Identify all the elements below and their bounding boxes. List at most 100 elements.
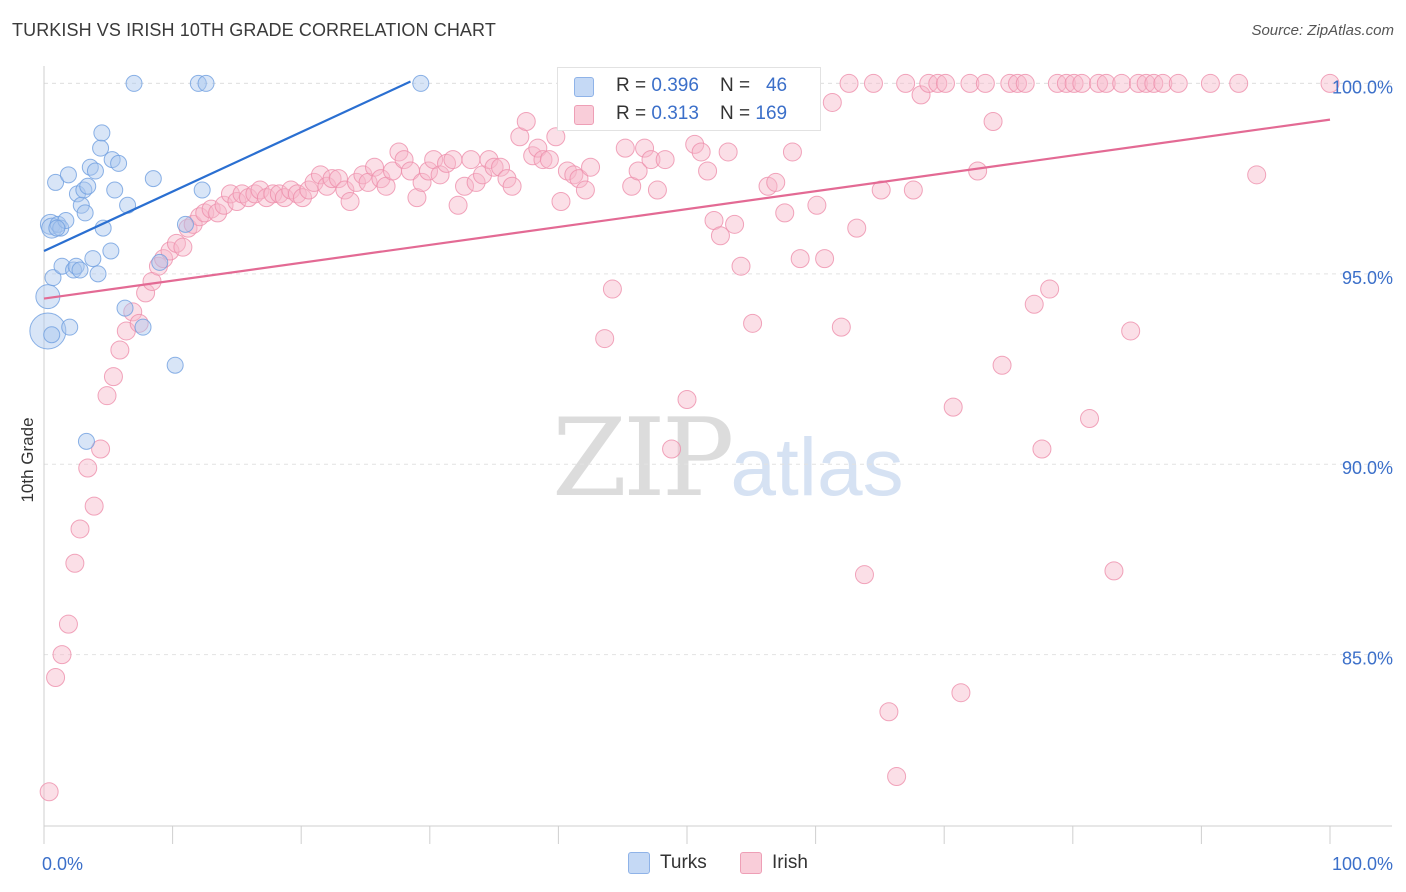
legend-swatch-turks: [628, 852, 650, 874]
irish-point: [863, 73, 883, 93]
irish-point: [103, 367, 123, 387]
irish-point: [287, 184, 307, 204]
irish-point: [725, 214, 745, 234]
irish-point: [615, 138, 635, 158]
irish-point: [190, 207, 210, 227]
irish-point: [1153, 73, 1173, 93]
turks-point: [76, 204, 94, 222]
irish-point: [52, 645, 72, 665]
irish-point: [1024, 294, 1044, 314]
tick-labels: 85.0% 90.0% 95.0% 100.0% 0.0% 100.0%: [42, 77, 1393, 874]
irish-point: [1112, 73, 1132, 93]
irish-point: [710, 226, 730, 246]
irish-point: [461, 150, 481, 170]
irish-point: [1072, 73, 1092, 93]
irish-point: [263, 184, 283, 204]
source-label: Source: ZipAtlas.com: [1251, 22, 1394, 39]
irish-point: [975, 73, 995, 93]
stats-legend: R = 0.396 N = 46 R = 0.313 N = 169: [557, 67, 821, 131]
irish-point: [718, 142, 738, 162]
turks-point: [79, 177, 97, 195]
irish-point: [831, 317, 851, 337]
irish-point: [394, 150, 414, 170]
series-legend: Turks Irish: [0, 852, 1406, 878]
irish-point: [815, 249, 835, 269]
irish-point: [214, 195, 234, 215]
irish-point: [647, 180, 667, 200]
turks-point: [77, 432, 95, 450]
irish-points: [39, 73, 1340, 802]
irish-point: [484, 157, 504, 177]
irish-point: [1015, 73, 1035, 93]
turks-points: [29, 74, 430, 450]
irish-point: [335, 180, 355, 200]
axes: [43, 66, 1392, 844]
irish-point: [39, 782, 59, 802]
irish-point: [575, 180, 595, 200]
irish-point: [365, 157, 385, 177]
irish-point: [1200, 73, 1220, 93]
turks-point: [110, 154, 128, 172]
turks-point: [48, 219, 66, 237]
turks-point: [29, 312, 67, 350]
irish-point: [854, 565, 874, 585]
y-tick-label: 85.0%: [1342, 649, 1393, 669]
legend-text-irish: R = 0.313 N = 169: [616, 103, 787, 125]
irish-point: [928, 73, 948, 93]
irish-point: [782, 142, 802, 162]
x-tick-label: 100.0%: [1332, 854, 1393, 874]
irish-point: [1104, 561, 1124, 581]
irish-point: [58, 614, 78, 634]
legend-r-value: 0.313: [651, 103, 699, 124]
legend-row-turks: R = 0.396 N = 46: [558, 72, 820, 100]
turks-point: [92, 139, 110, 157]
irish-point: [1128, 73, 1148, 93]
irish-point: [935, 73, 955, 93]
irish-point: [46, 667, 66, 687]
legend-swatch-irish: [740, 852, 762, 874]
legend-item-irish[interactable]: Irish: [740, 852, 808, 874]
turks-point: [47, 173, 65, 191]
irish-trend-line: [43, 118, 1331, 300]
irish-point: [91, 439, 111, 459]
irish-point: [1056, 73, 1076, 93]
legend-text-turks: R = 0.396 N = 46: [616, 75, 787, 97]
irish-point: [173, 237, 193, 257]
turks-point: [59, 166, 77, 184]
irish-point: [65, 553, 85, 573]
irish-point: [807, 195, 827, 215]
irish-point: [1121, 321, 1141, 341]
irish-point: [822, 92, 842, 112]
irish-point: [466, 172, 486, 192]
irish-point: [1089, 73, 1109, 93]
legend-item-turks[interactable]: Turks: [628, 852, 707, 874]
legend-n-label: N =: [720, 75, 756, 96]
turks-point: [144, 170, 162, 188]
irish-point: [78, 458, 98, 478]
irish-point: [581, 157, 601, 177]
y-tick-label: 95.0%: [1342, 268, 1393, 288]
turks-point: [176, 215, 194, 233]
irish-point: [839, 73, 859, 93]
turks-point: [412, 74, 430, 92]
irish-point: [1247, 165, 1267, 185]
legend-r-value: 0.396: [651, 75, 699, 96]
irish-point: [491, 157, 511, 177]
irish-point: [220, 184, 240, 204]
irish-point: [123, 302, 143, 322]
legend-row-irish: R = 0.313 N = 169: [558, 100, 820, 128]
irish-point: [110, 340, 130, 360]
irish-point: [97, 386, 117, 406]
legend-n-value: 169: [755, 103, 788, 124]
irish-point: [346, 172, 366, 192]
irish-point: [160, 241, 180, 261]
irish-point: [1008, 73, 1028, 93]
irish-point: [443, 150, 463, 170]
irish-point: [340, 191, 360, 211]
turks-point: [102, 242, 120, 260]
turks-point: [61, 318, 79, 336]
legend-r-label: R =: [616, 75, 652, 96]
legend-label-turks: Turks: [660, 852, 707, 873]
irish-point: [412, 172, 432, 192]
